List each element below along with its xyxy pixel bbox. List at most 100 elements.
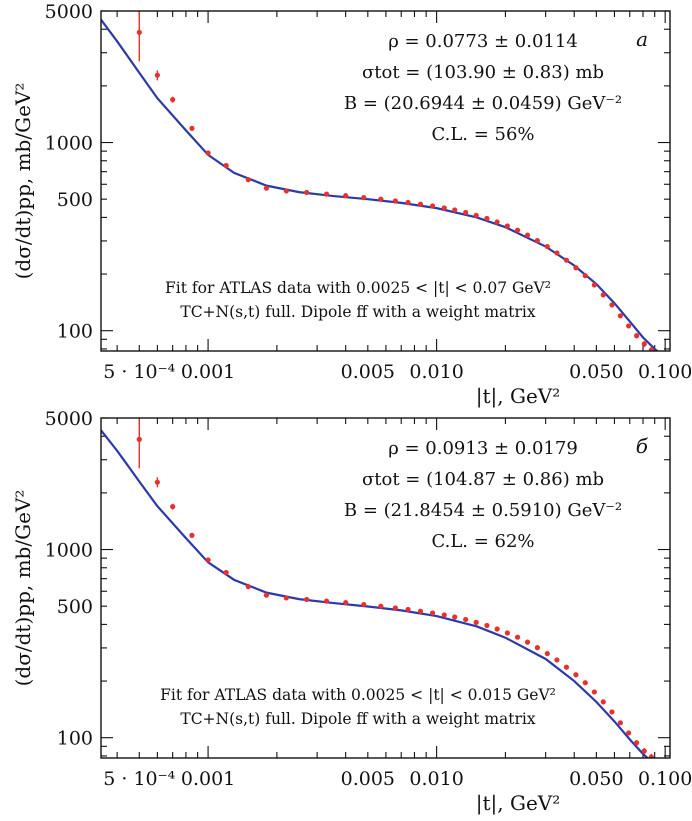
data-point (452, 207, 458, 213)
data-point (473, 212, 479, 218)
y-tick-label: 5000 (45, 408, 93, 430)
data-point (417, 201, 424, 207)
fit-curve (101, 18, 659, 351)
data-point (641, 341, 647, 347)
fit-parameter: ρ = 0.0773 ± 0.0114 (388, 31, 578, 52)
y-tick-label: 1000 (45, 540, 93, 562)
axis-ticks (101, 417, 670, 758)
data-point (304, 189, 310, 196)
data-point (463, 209, 469, 216)
data-point (600, 292, 606, 298)
fit-range-note: Fit for ATLAS data with 0.0025 < |t| < 0… (160, 686, 556, 704)
data-point (504, 630, 510, 636)
data-point (223, 569, 229, 576)
model-note: TC+N(s,t) full. Dipole ff with a weight … (180, 710, 536, 728)
data-point (361, 194, 367, 201)
x-tick-label: 0.010 (409, 361, 463, 383)
data-point (591, 689, 597, 695)
y-tick-label: 1000 (45, 133, 93, 155)
fit-parameter: ρ = 0.0913 ± 0.0179 (388, 438, 578, 459)
fit-curve (101, 429, 650, 758)
data-point (573, 265, 579, 271)
x-tick-label: 0.050 (569, 768, 623, 790)
data-point (378, 196, 384, 202)
data-point (514, 227, 521, 233)
x-tick-label: 0.050 (569, 361, 623, 383)
data-point (609, 709, 615, 715)
data-point (504, 223, 510, 229)
chart-panel-2: 5 · 10⁻⁴ 0.001 0.005 0.010 0.050 0.100 5000 100… (11, 408, 692, 816)
y-tick-label: 500 (57, 189, 93, 211)
x-tick-label: 5 · 10⁻⁴ (103, 361, 175, 383)
data-point (223, 162, 229, 169)
y-tick-label: 100 (57, 321, 93, 343)
data-point (304, 596, 310, 603)
model-note: TC+N(s,t) full. Dipole ff with a weight … (180, 303, 536, 321)
data-point (626, 323, 632, 329)
x-axis-title: |t|, GeV² (476, 384, 561, 409)
data-point (514, 634, 521, 640)
data-point (283, 188, 289, 194)
y-tick-label: 5000 (45, 1, 93, 23)
data-point (323, 598, 330, 604)
data-point (655, 353, 660, 358)
data-point (484, 215, 490, 222)
data-point (263, 185, 270, 191)
data-point (591, 282, 597, 288)
data-point (189, 125, 195, 131)
data-point (170, 97, 176, 103)
fit-parameter: B = (21.8454 ± 0.5910) GeV⁻² (344, 500, 622, 521)
data-point (343, 600, 349, 606)
data-point (263, 592, 270, 598)
data-point (441, 205, 447, 211)
data-point (634, 333, 640, 339)
data-point (648, 754, 654, 758)
fit-parameter: σtot = (104.87 ± 0.86) mb (362, 469, 604, 490)
data-point (154, 72, 160, 78)
data-point (617, 313, 623, 319)
x-axis-title: |t|, GeV² (476, 791, 561, 816)
data-point (473, 619, 479, 625)
data-point (641, 748, 647, 754)
data-point (494, 219, 500, 225)
data-point (136, 29, 142, 35)
x-tick-label: 0.100 (638, 768, 692, 790)
data-point (573, 672, 579, 678)
fit-parameter: C.L. = 62% (431, 531, 534, 552)
data-point (524, 232, 531, 238)
data-point (494, 626, 500, 632)
data-point (617, 720, 623, 726)
x-tick-label: 0.100 (638, 361, 692, 383)
data-point (189, 532, 195, 538)
x-tick-label: 5 · 10⁻⁴ (103, 768, 175, 790)
data-point (361, 601, 367, 608)
data-point (534, 238, 540, 244)
data-point (452, 614, 458, 620)
panel-letter: б (636, 434, 649, 458)
data-point (405, 199, 411, 206)
y-axis-title: (dσ/dt)pp, mb/GeV² (11, 83, 35, 280)
data-point (343, 193, 349, 199)
data-point (245, 584, 251, 590)
data-point (170, 504, 176, 510)
fit-parameter: B = (20.6944 ± 0.0459) GeV⁻² (344, 93, 622, 114)
data-point (582, 680, 588, 686)
x-tick-label: 0.001 (181, 361, 235, 383)
data-point (417, 608, 424, 614)
fit-parameter: C.L. = 56% (431, 124, 534, 145)
fit-range-note: Fit for ATLAS data with 0.0025 < |t| < 0… (165, 279, 551, 297)
data-point (544, 650, 550, 657)
data-point (405, 606, 411, 613)
x-tick-label: 0.005 (341, 768, 395, 790)
data-point (463, 616, 469, 623)
data-point (154, 479, 160, 485)
x-tick-label: 0.010 (409, 768, 463, 790)
data-points (136, 418, 654, 758)
data-point (524, 639, 531, 645)
panel-letter: a (636, 27, 648, 51)
chart-panel-1: 5 · 10⁻⁴ 0.001 0.005 0.010 0.050 0.100 5000 100… (11, 1, 692, 409)
data-point (534, 645, 540, 651)
data-point (626, 730, 632, 736)
